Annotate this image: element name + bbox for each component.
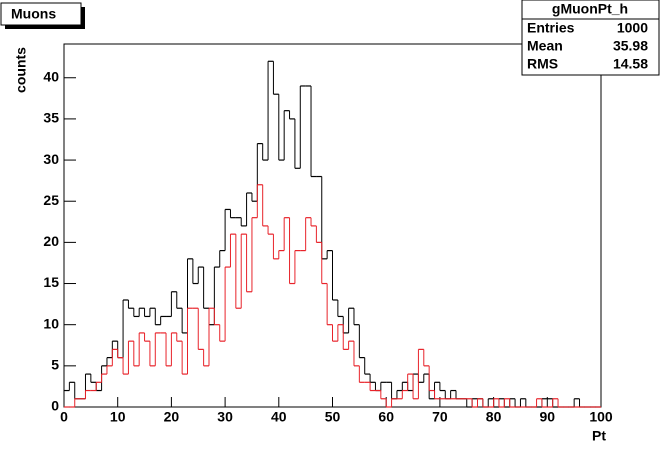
y-tick-label: 15 <box>43 274 59 290</box>
stats-key: RMS <box>527 56 558 72</box>
y-tick-label: 35 <box>43 110 59 126</box>
stats-title: gMuonPt_h <box>552 1 628 17</box>
stats-box <box>521 0 660 76</box>
title-box <box>0 2 82 26</box>
stats-value: 1000 <box>617 20 648 36</box>
y-tick-label: 10 <box>43 315 59 331</box>
chart-title: Muons <box>11 6 56 22</box>
x-tick-label: 0 <box>60 409 68 425</box>
plot-frame <box>63 43 602 408</box>
x-tick-label: 60 <box>378 409 394 425</box>
x-tick-label: 90 <box>540 409 556 425</box>
y-tick-label: 0 <box>51 398 59 414</box>
x-tick-label: 20 <box>164 409 180 425</box>
x-tick-label: 80 <box>486 409 502 425</box>
stats-key: Entries <box>527 20 575 36</box>
y-axis-label: counts <box>13 47 29 93</box>
x-tick-label: 40 <box>271 409 287 425</box>
x-tick-label: 50 <box>325 409 341 425</box>
x-tick-label: 30 <box>217 409 233 425</box>
y-tick-label: 30 <box>43 151 59 167</box>
y-tick-label: 25 <box>43 192 59 208</box>
x-axis-label: Pt <box>592 428 606 444</box>
stats-value: 14.58 <box>613 56 648 72</box>
stats-key: Mean <box>527 38 563 54</box>
y-tick-label: 40 <box>43 68 59 84</box>
y-tick-label: 20 <box>43 233 59 249</box>
x-tick-label: 70 <box>432 409 448 425</box>
x-tick-label: 10 <box>110 409 126 425</box>
y-tick-label: 5 <box>51 357 59 373</box>
x-tick-label: 100 <box>589 409 613 425</box>
stats-value: 35.98 <box>613 38 648 54</box>
